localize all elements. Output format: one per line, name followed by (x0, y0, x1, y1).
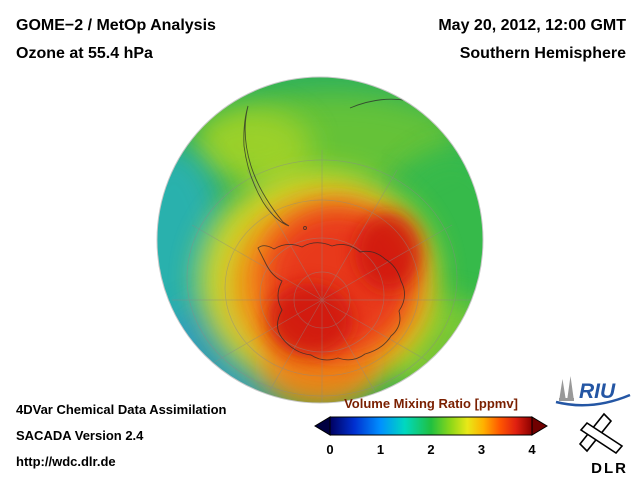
dlr-text: DLR (591, 460, 628, 477)
colorbar-right-arrow (531, 416, 548, 436)
riu-logo: RIU (554, 374, 632, 408)
wdc-url-label: http://wdc.dlr.de (16, 454, 116, 469)
assimilation-label: 4DVar Chemical Data Assimilation (16, 402, 227, 417)
antarctica-coast (257, 242, 405, 361)
colorbar-tick-1: 1 (376, 442, 385, 457)
colorbar-left-arrow (314, 416, 331, 436)
dlr-bird-icon (578, 412, 624, 455)
colorbar-gradient (314, 416, 548, 436)
dlr-logo: DLR (570, 410, 628, 477)
page-title: GOME−2 / MetOp Analysis (16, 17, 216, 34)
cathedral-icon (559, 376, 574, 401)
colorbar-bar (329, 416, 533, 436)
ozone-field (157, 77, 483, 403)
hemisphere-label: Southern Hemisphere (459, 45, 626, 62)
footer-credits: 4DVar Chemical Data Assimilation SACADA … (16, 397, 227, 475)
globe-outline (156, 76, 484, 404)
colorbar-tick-3: 3 (477, 442, 486, 457)
falkland-islands (303, 226, 307, 230)
page-subtitle: Ozone at 55.4 hPa (16, 45, 153, 62)
header-right: May 20, 2012, 12:00 GMT Southern Hemisph… (438, 12, 626, 68)
riu-swoosh (555, 393, 631, 407)
colorbar-tick-0: 0 (326, 442, 334, 457)
colorbar-tick-4: 4 (528, 442, 536, 457)
colorbar-ticks: 0 1 2 3 4 (314, 442, 548, 458)
riu-text: RIU (579, 380, 616, 403)
header-left: GOME−2 / MetOp Analysis Ozone at 55.4 hP… (16, 12, 216, 68)
timestamp-label: May 20, 2012, 12:00 GMT (438, 17, 626, 34)
ozone-globe (156, 76, 484, 404)
colorbar-tick-2: 2 (427, 442, 435, 457)
south-america-coast (243, 105, 290, 227)
version-label: SACADA Version 2.4 (16, 428, 144, 443)
colorbar-title: Volume Mixing Ratio [ppmv] (344, 396, 518, 411)
colorbar: Volume Mixing Ratio [ppmv] (314, 396, 548, 458)
graticule-grid (172, 150, 472, 403)
globe-map (156, 76, 484, 404)
